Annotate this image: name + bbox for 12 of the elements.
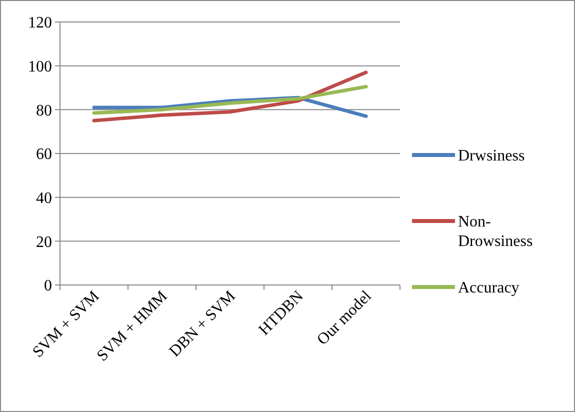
legend-label: Drwsiness [458, 148, 525, 165]
line-series [92, 70, 368, 122]
y-tick-label: 100 [28, 58, 52, 76]
y-tick-label: 40 [36, 190, 52, 207]
legend-label: Accuracy [458, 280, 520, 297]
legend-label: Non-Drowsiness [458, 214, 533, 250]
y-tick-label: 120 [28, 14, 52, 32]
y-tick-label: 20 [36, 234, 52, 251]
y-tick-label: 80 [36, 102, 52, 120]
y-tick-label: 60 [36, 146, 52, 164]
line-series [92, 84, 368, 115]
y-tick-label: 0 [44, 278, 52, 295]
